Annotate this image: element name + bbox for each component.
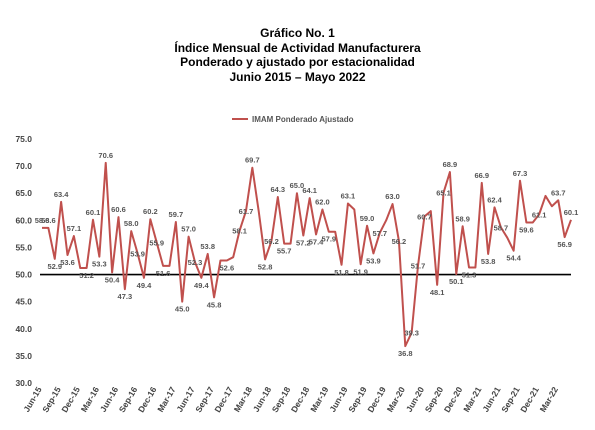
data-label: 39.3 xyxy=(404,329,419,338)
chart-title-line-3: Ponderado y ajustado por estacionalidad xyxy=(180,55,415,69)
data-label: 57.4 xyxy=(309,237,324,246)
data-label: 51.6 xyxy=(156,269,171,278)
data-label: 59.6 xyxy=(519,226,534,235)
data-label: 60.1 xyxy=(86,208,101,217)
chart-title-block: Gráfico No. 1 Índice Mensual de Activida… xyxy=(0,26,595,84)
data-labels: 58.658.6 52.9 63.4 53.6 57.1 51.2 60.1 53.3 70.6… xyxy=(35,151,579,358)
data-label: 53.6 xyxy=(60,258,75,267)
data-label: 64.3 xyxy=(271,185,286,194)
data-label: 63.7 xyxy=(551,188,566,197)
data-label: 58.7 xyxy=(494,223,509,232)
x-tick-label: Mar-22 xyxy=(538,385,560,414)
y-tick-label: 45.0 xyxy=(15,297,32,307)
data-label: 60.6 xyxy=(111,205,126,214)
y-tick-label: 35.0 xyxy=(15,351,32,361)
data-label: 56.2 xyxy=(392,237,407,246)
data-label: 45.0 xyxy=(175,305,190,314)
data-label: 50.1 xyxy=(449,277,464,286)
data-label: 45.8 xyxy=(207,300,222,309)
data-label: 62.4 xyxy=(487,195,502,204)
chart-title-line-2: Índice Mensual de Actividad Manufacturer… xyxy=(174,40,421,55)
data-label: 36.8 xyxy=(398,349,413,358)
data-label: 53.9 xyxy=(366,256,381,265)
data-label: 63.1 xyxy=(341,192,356,201)
data-label: 61.1 xyxy=(532,210,547,219)
data-label: 60.2 xyxy=(143,207,158,216)
data-label: 69.7 xyxy=(245,156,260,165)
data-label: 67.3 xyxy=(513,169,528,178)
data-label: 48.1 xyxy=(430,288,445,297)
data-label: 59.0 xyxy=(360,214,375,223)
data-label: 59.7 xyxy=(169,210,184,219)
y-tick-label: 75.0 xyxy=(15,134,32,144)
y-tick-label: 40.0 xyxy=(15,324,32,334)
data-label: 65.0 xyxy=(290,181,305,190)
data-label: 54.4 xyxy=(506,254,521,263)
data-label: 63.4 xyxy=(54,190,69,199)
data-label: 63.0 xyxy=(385,192,400,201)
data-label: 58.6 xyxy=(35,216,50,225)
data-label: 57.2 xyxy=(296,239,311,248)
data-label: 53.8 xyxy=(200,242,215,251)
data-label: 68.9 xyxy=(443,160,458,169)
data-label: 57.1 xyxy=(67,224,82,233)
data-label: 52.3 xyxy=(188,258,203,267)
y-tick-label: 50.0 xyxy=(15,270,32,280)
data-label: 51.2 xyxy=(79,271,94,280)
data-label: 55.9 xyxy=(149,239,164,248)
chart-legend: IMAM Ponderado Ajustado xyxy=(232,115,354,124)
data-label: 57.0 xyxy=(181,225,196,234)
data-label: 57.7 xyxy=(372,229,387,238)
data-label: 66.9 xyxy=(474,171,489,180)
data-label: 58.6 xyxy=(41,216,56,225)
data-label: 61.7 xyxy=(239,207,254,216)
y-axis: 30.0 35.0 40.0 45.0 50.0 55.0 60.0 65.0 70.0 75.0 xyxy=(15,134,32,388)
data-label: 53.3 xyxy=(92,260,107,269)
data-label: 64.1 xyxy=(302,186,317,195)
data-label: 58.1 xyxy=(232,227,247,236)
data-label: 51.7 xyxy=(411,261,426,270)
series-line xyxy=(42,161,572,348)
chart-title-line-1: Gráfico No. 1 xyxy=(260,26,335,40)
data-label: 49.4 xyxy=(194,281,209,290)
y-tick-label: 65.0 xyxy=(15,188,32,198)
y-tick-label: 30.0 xyxy=(15,378,32,388)
data-label: 50.4 xyxy=(105,275,120,284)
data-label: 57.9 xyxy=(322,235,337,244)
chart-title-line-4: Junio 2015 – Mayo 2022 xyxy=(229,69,366,84)
y-tick-label: 70.0 xyxy=(15,161,32,171)
data-label: 70.6 xyxy=(98,151,113,160)
data-label: 52.9 xyxy=(47,262,62,271)
data-label: 53.8 xyxy=(481,257,496,266)
legend-label: IMAM Ponderado Ajustado xyxy=(252,115,354,124)
data-label: 60.7 xyxy=(417,213,432,222)
data-label: 58.9 xyxy=(455,214,470,223)
y-tick-label: 55.0 xyxy=(15,242,32,252)
data-label: 58.0 xyxy=(124,219,139,228)
data-label: 53.9 xyxy=(130,249,145,258)
data-label: 49.4 xyxy=(137,281,152,290)
data-label: 62.0 xyxy=(315,197,330,206)
data-label: 56.2 xyxy=(264,237,279,246)
data-label: 51.9 xyxy=(353,267,368,276)
data-label: 60.1 xyxy=(564,208,579,217)
data-label: 52.6 xyxy=(220,263,235,272)
data-label: 55.7 xyxy=(277,247,292,256)
data-label: 51.3 xyxy=(462,271,477,280)
y-tick-label: 60.0 xyxy=(15,215,32,225)
data-label: 47.3 xyxy=(118,292,133,301)
data-label: 51.8 xyxy=(334,268,349,277)
data-label: 52.8 xyxy=(258,262,273,271)
data-label: 56.9 xyxy=(557,240,572,249)
data-label: 65.1 xyxy=(436,189,451,198)
x-axis: Jun-15Sep-15Dec-15Mar-16Jun-16Sep-16Dec-… xyxy=(21,385,560,414)
